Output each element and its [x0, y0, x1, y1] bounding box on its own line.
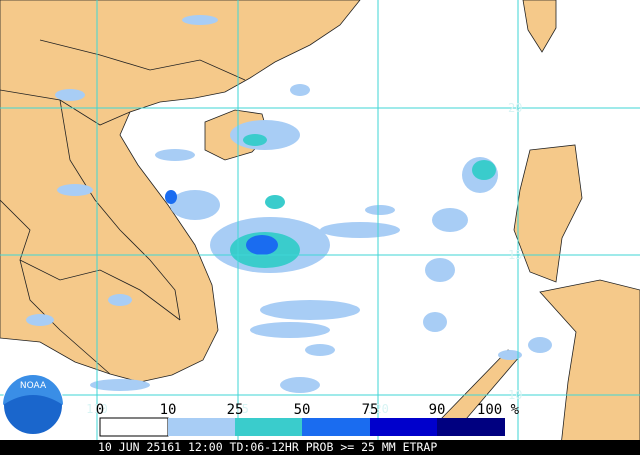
lat-label: 20 [508, 101, 522, 115]
lon-label: 120 [367, 402, 389, 416]
legend-label: 25 [227, 402, 244, 418]
logo-text: NOAA [20, 381, 47, 391]
footer-band [0, 440, 640, 455]
lon-label: 115 [227, 402, 249, 416]
footer: 10 JUN 25161 12:00 TD:06-12HR PROB >= 25… [98, 440, 437, 454]
legend-label: 0 [96, 402, 104, 418]
legend-label: 75 [362, 402, 379, 418]
legend-label: 10 [160, 402, 177, 418]
lat-label: 10 [508, 388, 522, 402]
legend-label: 90 [429, 402, 446, 418]
legend-label: 50 [294, 402, 311, 418]
legend [99, 417, 505, 437]
rain-areas [26, 15, 552, 393]
graticule [0, 0, 640, 440]
lat-label: 15 [508, 248, 522, 262]
lon-label: 110 [86, 402, 108, 416]
logo: NOAA [2, 374, 64, 436]
legend-label: 100 % [477, 402, 520, 418]
